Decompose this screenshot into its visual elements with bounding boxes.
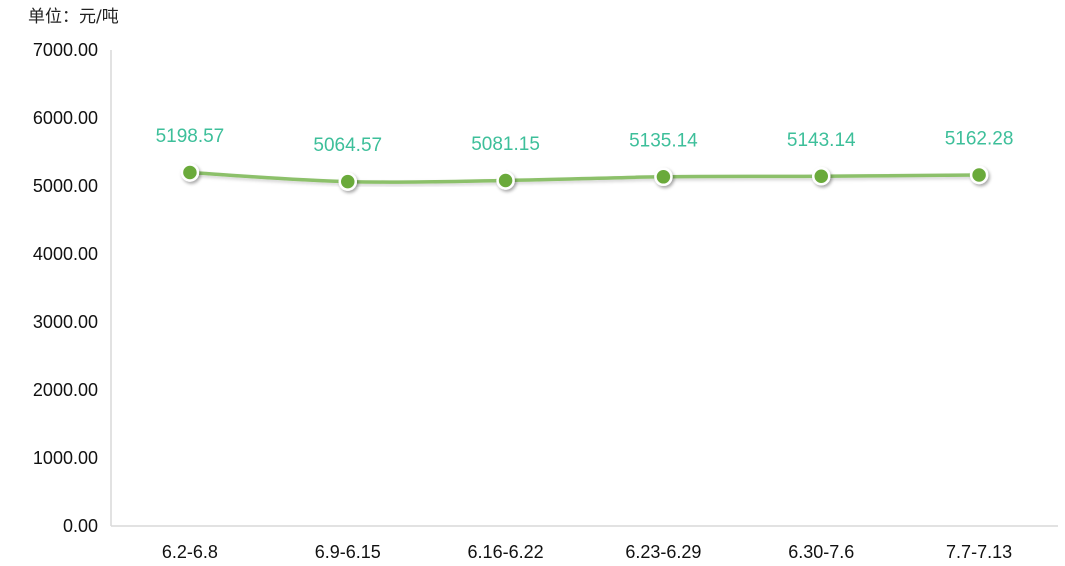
series-line — [188, 170, 981, 184]
y-tick-label: 0.00 — [63, 516, 98, 536]
data-point-marker — [338, 172, 357, 191]
x-axis-tick-labels: 6.2-6.8 6.9-6.15 6.16-6.22 6.23-6.29 6.30-7.… — [162, 542, 1012, 562]
x-tick-label: 6.2-6.8 — [162, 542, 218, 562]
y-tick-label: 3000.00 — [33, 312, 98, 332]
data-label: 5064.57 — [313, 135, 382, 156]
data-point-marker — [969, 165, 989, 185]
y-axis-tick-labels: 0.00 1000.00 2000.00 3000.00 4000.00 5000.00 6… — [33, 40, 98, 536]
data-label: 5162.28 — [945, 128, 1014, 149]
data-markers — [180, 163, 989, 191]
y-tick-label: 4000.00 — [33, 244, 98, 264]
data-point-marker — [654, 167, 673, 187]
data-point-marker — [180, 163, 200, 182]
data-label: 5143.14 — [787, 130, 856, 151]
y-tick-label: 6000.00 — [33, 108, 98, 128]
x-tick-label: 6.16-6.22 — [468, 542, 544, 562]
x-tick-label: 7.7-7.13 — [946, 542, 1012, 562]
data-label: 5198.57 — [156, 126, 225, 147]
data-labels: 5198.57 5064.57 5081.15 5135.14 5143.14 5162.… — [156, 126, 1014, 156]
data-label: 5135.14 — [629, 130, 698, 151]
x-tick-label: 6.9-6.15 — [315, 542, 381, 562]
x-tick-label: 6.30-7.6 — [788, 542, 854, 562]
y-tick-label: 7000.00 — [33, 40, 98, 60]
data-label: 5081.15 — [471, 134, 540, 155]
y-tick-label: 5000.00 — [33, 176, 98, 196]
y-tick-label: 1000.00 — [33, 448, 98, 468]
data-point-marker — [812, 167, 831, 186]
data-point-marker — [496, 171, 515, 190]
x-tick-label: 6.23-6.29 — [625, 542, 701, 562]
y-tick-label: 2000.00 — [33, 380, 98, 400]
unit-label: 单位：元/吨 — [28, 7, 119, 27]
